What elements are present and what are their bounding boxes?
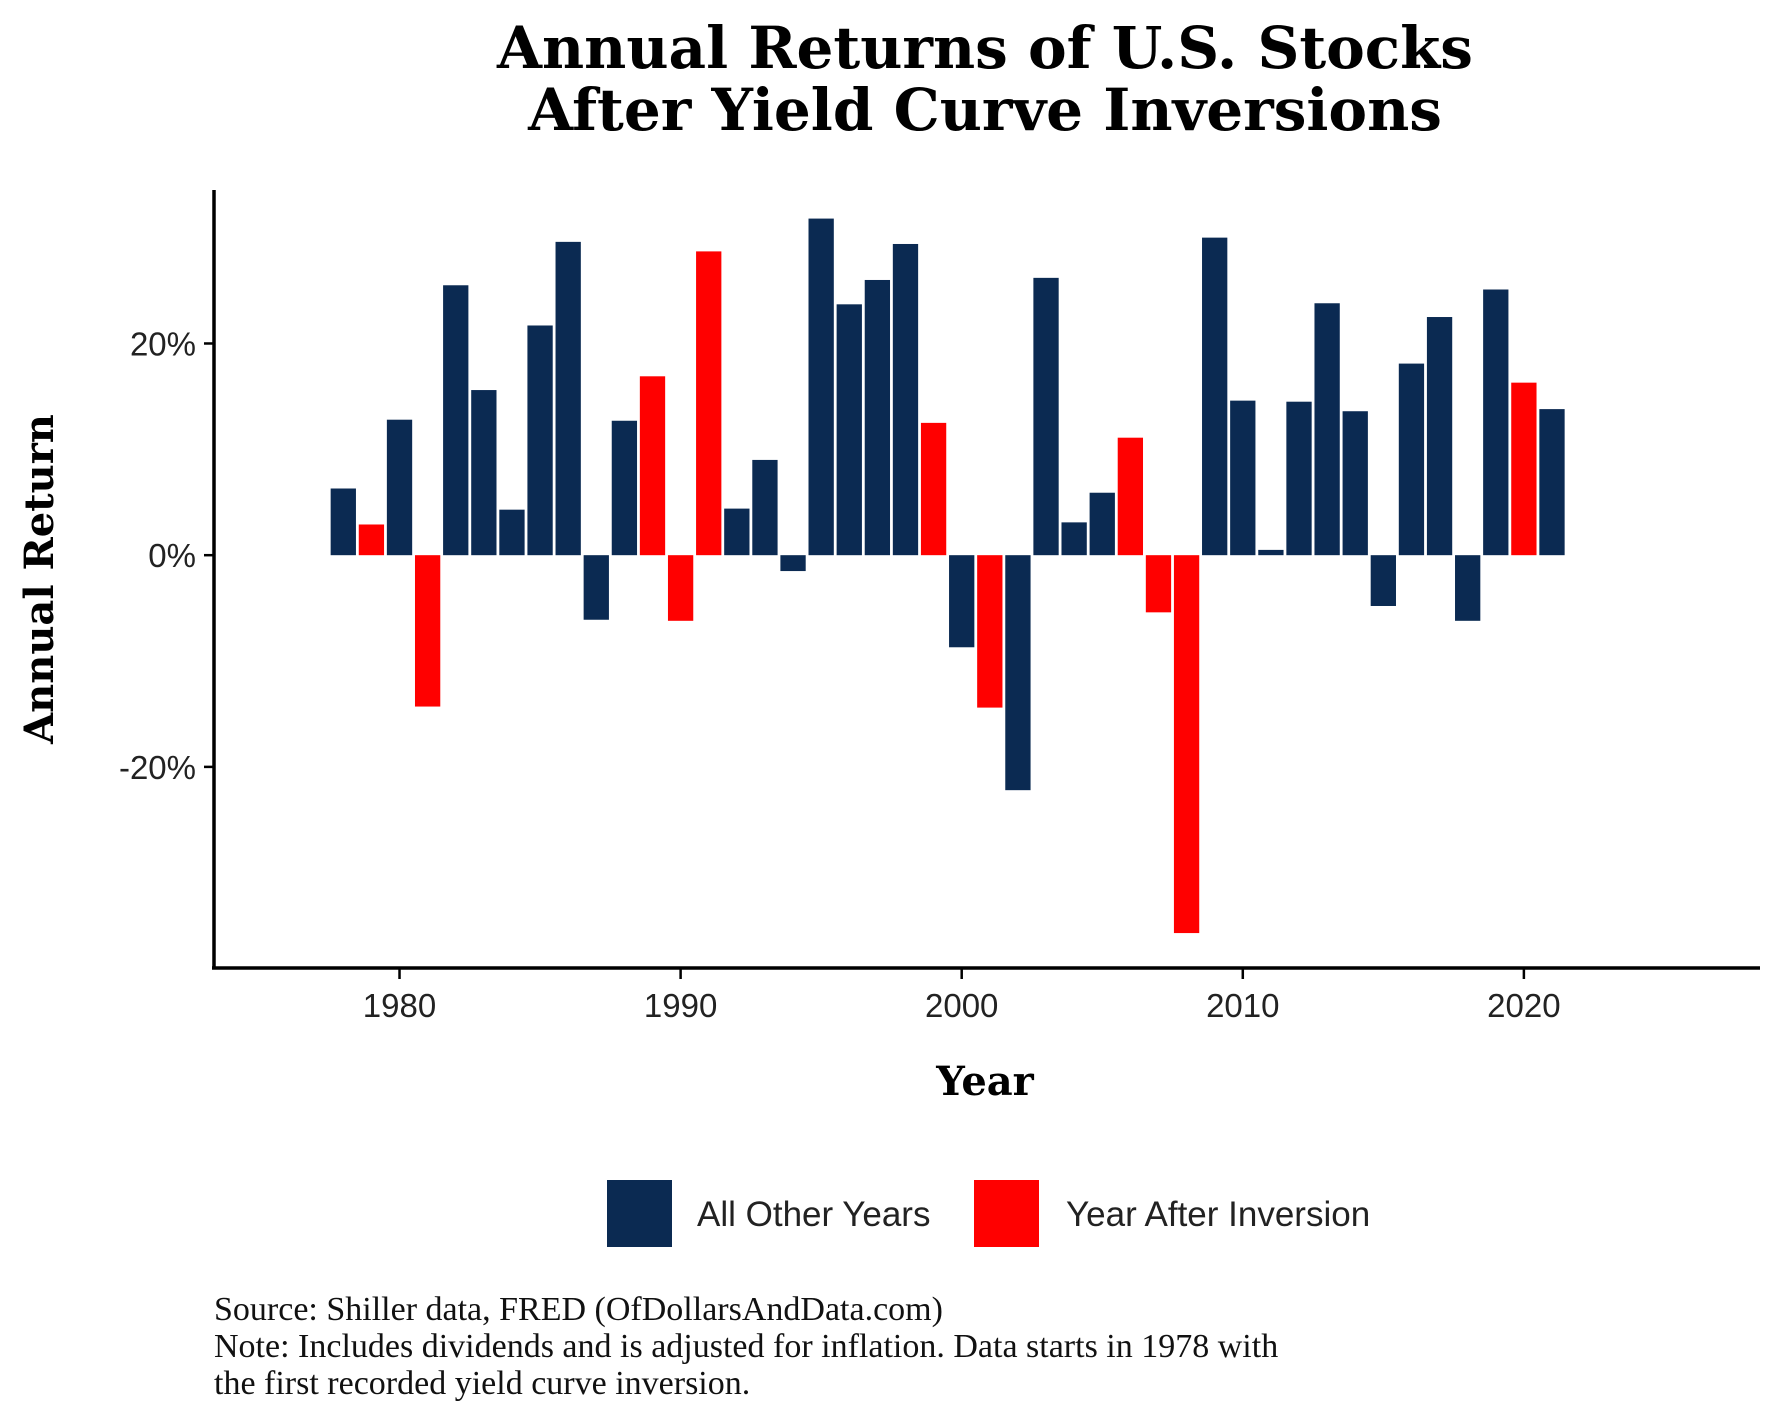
bar-1996 bbox=[836, 304, 862, 556]
bar-2000 bbox=[949, 555, 975, 648]
legend-label-all-other-years: All Other Years bbox=[697, 1195, 930, 1234]
x-tick-label: 2010 bbox=[1206, 987, 1279, 1024]
bar-2016 bbox=[1398, 363, 1425, 556]
bars-group bbox=[330, 218, 1565, 934]
bar-1988 bbox=[611, 420, 638, 556]
bar-1998 bbox=[892, 243, 919, 556]
bar-1993 bbox=[752, 459, 778, 556]
source-note: Source: Shiller data, FRED (OfDollarsAnd… bbox=[214, 1291, 943, 1328]
bar-1994 bbox=[780, 555, 806, 572]
bar-2002 bbox=[1005, 555, 1031, 791]
bar-1990 bbox=[667, 555, 694, 621]
bar-1999 bbox=[920, 422, 947, 556]
x-axis-ticks: 1980 1990 2000 2010 2020 bbox=[363, 968, 1561, 1024]
bar-1980 bbox=[386, 419, 413, 556]
y-axis-title: Annual Return bbox=[16, 414, 63, 745]
legend-swatch-year-after-inversion bbox=[974, 1180, 1039, 1247]
y-axis-ticks: -20% 0% 20% bbox=[119, 325, 214, 786]
bar-1981 bbox=[414, 555, 441, 707]
bar-2012 bbox=[1286, 401, 1312, 556]
bar-2009 bbox=[1202, 237, 1228, 556]
bar-1995 bbox=[808, 218, 834, 556]
bar-1986 bbox=[555, 241, 581, 556]
bar-1983 bbox=[471, 390, 497, 556]
bar-1985 bbox=[527, 325, 553, 556]
bar-2020 bbox=[1511, 382, 1537, 556]
bar-2008 bbox=[1173, 555, 1200, 934]
bar-1982 bbox=[443, 285, 469, 556]
bar-1984 bbox=[499, 509, 525, 556]
x-tick-label: 2020 bbox=[1487, 987, 1560, 1024]
bar-2018 bbox=[1455, 555, 1481, 621]
bar-2017 bbox=[1426, 317, 1453, 556]
bar-2014 bbox=[1342, 411, 1368, 556]
bar-2021 bbox=[1539, 409, 1565, 556]
bar-1978 bbox=[330, 488, 356, 556]
bar-2019 bbox=[1483, 289, 1509, 556]
bar-1979 bbox=[358, 524, 385, 556]
bar-2015 bbox=[1370, 555, 1396, 606]
bar-2013 bbox=[1314, 303, 1340, 556]
bar-2011 bbox=[1258, 549, 1284, 556]
bar-2001 bbox=[977, 555, 1003, 708]
bar-1997 bbox=[864, 279, 891, 556]
x-tick-label: 1990 bbox=[644, 987, 717, 1024]
bar-1991 bbox=[696, 251, 722, 556]
legend: All Other Years Year After Inversion bbox=[607, 1180, 1370, 1247]
data-note-line-2: the first recorded yield curve inversion… bbox=[214, 1365, 750, 1402]
x-tick-label: 2000 bbox=[925, 987, 998, 1024]
bar-2007 bbox=[1145, 555, 1172, 613]
bar-1987 bbox=[583, 555, 609, 620]
bar-2010 bbox=[1230, 400, 1256, 556]
y-tick-label: -20% bbox=[119, 749, 196, 786]
data-note-line-1: Note: Includes dividends and is adjusted… bbox=[214, 1328, 1278, 1365]
legend-label-year-after-inversion: Year After Inversion bbox=[1066, 1195, 1370, 1234]
x-tick-label: 1980 bbox=[363, 987, 436, 1024]
bar-1992 bbox=[724, 508, 750, 556]
bar-1989 bbox=[639, 376, 666, 556]
x-axis-title: Year bbox=[935, 1058, 1034, 1105]
chart-title-line-1: Annual Returns of U.S. Stocks bbox=[496, 14, 1473, 82]
legend-swatch-all-other-years bbox=[607, 1180, 672, 1247]
bar-2003 bbox=[1033, 277, 1059, 556]
chart-title-line-2: After Yield Curve Inversions bbox=[527, 76, 1442, 144]
y-tick-label: 20% bbox=[130, 325, 196, 362]
bar-2004 bbox=[1061, 522, 1087, 556]
bar-2005 bbox=[1089, 492, 1115, 556]
bar-2006 bbox=[1117, 437, 1144, 556]
y-tick-label: 0% bbox=[148, 537, 196, 574]
